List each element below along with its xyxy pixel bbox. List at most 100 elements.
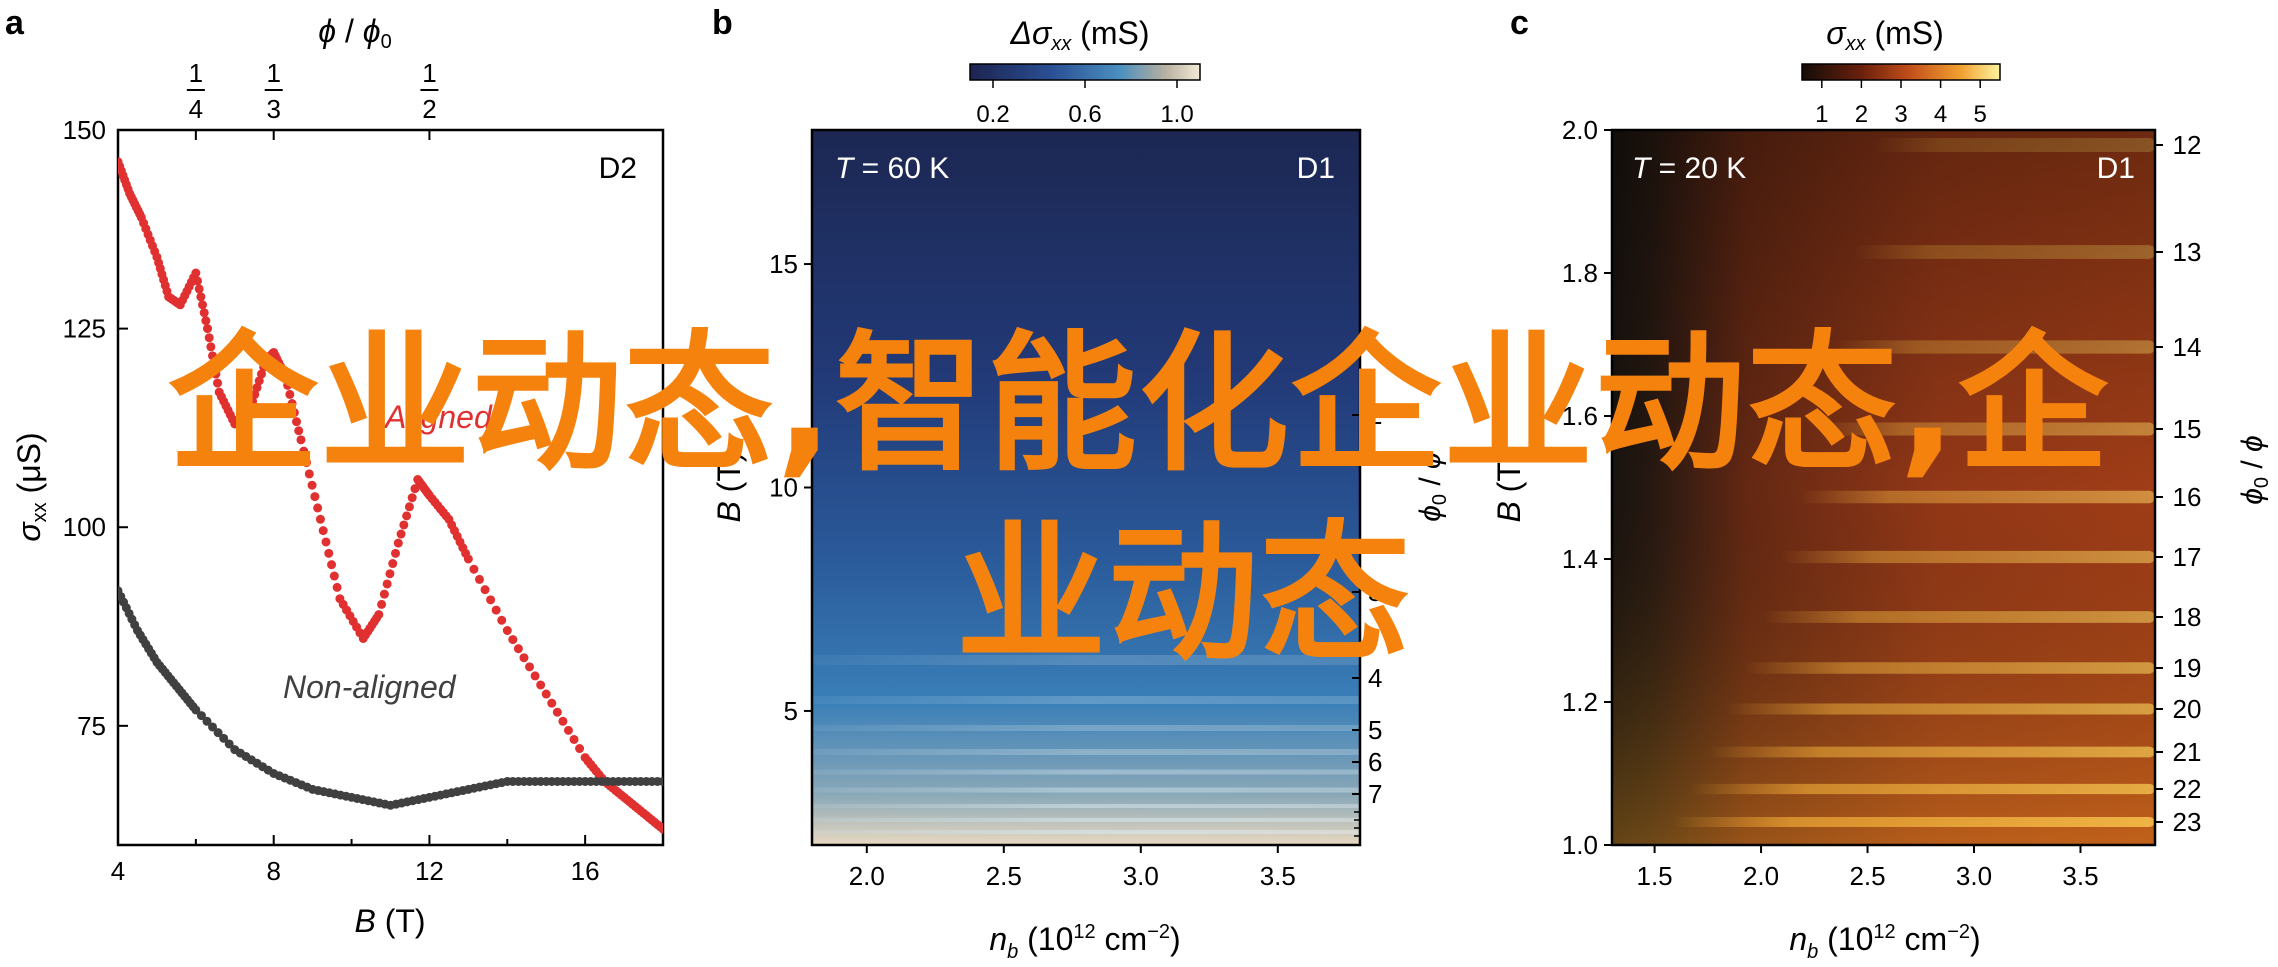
y-tick-label-c: 1.2: [1562, 687, 1598, 717]
data-point: [254, 376, 264, 386]
top-tick-label-a: 12: [420, 58, 439, 124]
x-tick-label-a: 16: [571, 856, 600, 886]
x-tick-label-a: 4: [111, 856, 125, 886]
heatmap-b: [812, 130, 1360, 845]
colorbar-c: [1801, 63, 2001, 81]
top-tick-denominator: 2: [422, 94, 436, 124]
x-axis-label-b: nb (1012 cm−2): [989, 921, 1180, 963]
right-tick-label-c: 17: [2173, 542, 2202, 572]
heatmap-c-shade: [1612, 130, 2155, 845]
heatmap-stripe-b: [812, 818, 1360, 822]
heatmap-stripe-b: [812, 749, 1360, 755]
data-point: [332, 582, 342, 592]
colorbar-tick-label-c: 1: [1815, 101, 1828, 128]
heatmap-stripe-b: [812, 830, 1360, 834]
panel-label-b: b: [712, 4, 733, 42]
data-point: [292, 417, 302, 427]
heatmap-stripe-b: [812, 769, 1360, 775]
top-tick-label-a: 13: [264, 58, 283, 124]
series-non-aligned: [118, 586, 663, 810]
data-point: [385, 569, 395, 579]
right-tick-label-b: 4: [1368, 663, 1382, 693]
data-point: [329, 571, 339, 581]
data-point: [206, 342, 216, 352]
x-axis-label-c: nb (1012 cm−2): [1789, 921, 1980, 963]
data-point: [296, 435, 306, 445]
heatmap-stripe-b: [812, 725, 1360, 731]
y-axis-label-a: σxx (μS): [11, 432, 51, 541]
data-point: [201, 316, 211, 326]
y-tick-label-c: 1.4: [1562, 544, 1598, 574]
right-tick-label-b: 5: [1368, 715, 1382, 745]
x-tick-label-b: 3.5: [1260, 861, 1296, 891]
data-point: [307, 480, 317, 490]
data-point: [379, 589, 389, 599]
right-tick-label-c: 15: [2173, 414, 2202, 444]
data-point: [513, 644, 523, 654]
y-tick-label-a: 125: [63, 314, 106, 344]
corner-label-a: D2: [599, 152, 637, 185]
right-tick-label-c: 23: [2173, 807, 2202, 837]
data-point: [321, 537, 331, 547]
data-point: [211, 369, 221, 379]
top-tick-numerator: 1: [266, 58, 280, 88]
y-tick-label-b: 5: [784, 696, 798, 726]
data-point: [536, 680, 546, 690]
y-tick-label-b: 15: [769, 249, 798, 279]
data-point: [502, 626, 512, 635]
data-point: [208, 351, 218, 361]
data-point: [318, 526, 328, 536]
data-point: [575, 744, 585, 754]
data-point: [304, 469, 314, 479]
top-tick-label-a: 14: [186, 58, 205, 124]
axis-ticks-c: 1.5 2.0 2.5 3.0 3.5 1.0 1.2 1.4 1.6 1.8 2.0 12 13 14 1…: [1562, 115, 2202, 891]
x-tick-label-c: 3.0: [1956, 861, 1992, 891]
right-tick-label-b: 3: [1368, 577, 1382, 607]
data-point: [259, 362, 269, 372]
right-tick-label-b: 2: [1368, 400, 1382, 430]
data-point: [213, 378, 223, 388]
data-point: [374, 610, 384, 620]
right-tick-label-c: 22: [2173, 774, 2202, 804]
colorbar-tick-label-b: 1.0: [1160, 101, 1193, 128]
data-point: [194, 284, 204, 294]
x-tick-label-b: 2.5: [986, 861, 1022, 891]
right-tick-label-b: 6: [1368, 747, 1382, 777]
data-point: [552, 707, 562, 717]
data-point: [310, 492, 320, 502]
data-point: [474, 574, 484, 584]
right-tick-label-c: 19: [2173, 653, 2202, 683]
y-tick-label-c: 1.8: [1562, 258, 1598, 288]
data-point: [196, 292, 206, 302]
series-aligned: [118, 157, 663, 834]
data-point: [203, 324, 213, 334]
data-point: [202, 716, 212, 726]
colorbar-tick-label-c: 2: [1855, 101, 1868, 128]
x-tick-label-a: 12: [415, 856, 444, 886]
data-point: [299, 446, 309, 456]
data-point: [463, 554, 473, 564]
right-tick-label-c: 12: [2173, 130, 2202, 160]
top-tick-denominator: 3: [266, 94, 280, 124]
data-point: [407, 493, 417, 503]
x-tick-label-c: 2.0: [1743, 861, 1779, 891]
y-tick-label-c: 2.0: [1562, 115, 1598, 145]
data-point: [569, 734, 579, 744]
data-point: [191, 268, 201, 278]
data-point: [287, 399, 297, 409]
y-tick-label-c: 1.0: [1562, 830, 1598, 860]
x-axis-label-a: B (T): [354, 903, 425, 939]
data-point: [327, 560, 337, 570]
colorbar-label-c: σxx (mS): [1826, 15, 1944, 55]
y-tick-label-a: 100: [63, 512, 106, 542]
data-point: [289, 408, 299, 418]
data-point: [530, 671, 540, 681]
data-point: [198, 300, 208, 310]
data-point: [199, 308, 209, 318]
panel-label-c: c: [1510, 4, 1529, 42]
data-point: [519, 653, 529, 663]
